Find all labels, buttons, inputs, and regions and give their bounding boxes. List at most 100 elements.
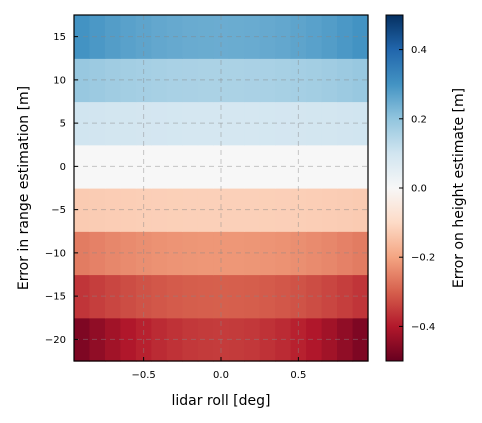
heatmap-cell: [337, 101, 354, 146]
heatmap-cell: [182, 317, 199, 362]
heatmap-cell: [135, 231, 152, 276]
heatmap-cell: [352, 101, 369, 146]
heatmap-cell: [120, 101, 137, 146]
y-tick-label: 10: [53, 75, 66, 86]
heatmap-cell: [321, 58, 338, 103]
colorbar-tick-label: −0.4: [411, 322, 435, 333]
x-tick-label: 0.5: [290, 370, 306, 381]
heatmap-cell: [120, 144, 137, 189]
colorbar-label: Error on height estimate [m]: [451, 88, 467, 288]
heatmap-cell: [89, 231, 106, 276]
heatmap-cell: [182, 231, 199, 276]
heatmap-cell: [244, 15, 261, 59]
heatmap-cell: [352, 15, 369, 59]
heatmap-cell: [275, 58, 292, 103]
heatmap-cell: [337, 58, 354, 103]
heatmap-cell: [151, 15, 168, 59]
x-axis-ticks: −0.5 0.0 0.5: [131, 357, 306, 381]
heatmap-cell: [104, 58, 122, 103]
heatmap-cell: [151, 58, 168, 103]
heatmap-cell: [321, 188, 338, 232]
heatmap-cell: [228, 58, 245, 103]
heatmap-cell: [259, 274, 276, 319]
heatmap-cell: [151, 317, 168, 362]
heatmap-cell: [135, 317, 152, 362]
heatmap-cell: [151, 231, 168, 276]
heatmap-cell: [104, 144, 122, 189]
y-tick-label: −20: [45, 335, 66, 346]
heatmap-cell: [135, 144, 152, 189]
colorbar-tick-label: 0.0: [411, 184, 427, 195]
heatmap-cell: [228, 144, 245, 189]
heatmap-cell: [135, 101, 152, 146]
heatmap-cell: [89, 188, 106, 232]
heatmap-cell: [275, 231, 292, 276]
heatmap-cell: [74, 58, 91, 103]
heatmap-cell: [74, 101, 91, 146]
heatmap-cell: [197, 188, 214, 232]
heatmap-cell: [352, 231, 369, 276]
heatmap-cell: [352, 58, 369, 103]
heatmap-cell: [104, 188, 122, 232]
y-tick-label: −15: [45, 292, 66, 303]
heatmap-cell: [104, 231, 122, 276]
heatmap-cell: [306, 101, 323, 146]
heatmap-cell: [306, 58, 323, 103]
heatmap-cell: [259, 144, 276, 189]
heatmap-cell: [337, 231, 354, 276]
heatmap-cell: [89, 101, 106, 146]
colorbar-tick-label: −0.2: [411, 253, 435, 264]
heatmap-cell: [213, 317, 230, 362]
heatmap-cell: [321, 15, 338, 59]
heatmap-cell: [275, 317, 292, 362]
heatmap-cell: [104, 274, 122, 319]
heatmap-cell: [275, 15, 292, 59]
heatmap-cell: [197, 231, 214, 276]
heatmap-cell: [290, 144, 307, 189]
heatmap-cell: [352, 274, 369, 319]
heatmap-cell: [213, 15, 230, 59]
y-axis-ticks: −20 −15 −10 −5 0 5 10 15: [45, 32, 78, 346]
heatmap-cell: [290, 58, 307, 103]
heatmap-cell: [135, 188, 152, 232]
heatmap-cell: [290, 15, 307, 59]
heatmap-cell: [337, 15, 354, 59]
heatmap-cell: [213, 231, 230, 276]
heatmap-cell: [89, 58, 106, 103]
heatmap-cell: [259, 188, 276, 232]
heatmap-cell: [197, 317, 214, 362]
heatmap-cell: [228, 274, 245, 319]
heatmap-cell: [244, 188, 261, 232]
heatmap-cell: [151, 274, 168, 319]
heatmap-cell: [306, 188, 323, 232]
heatmap-cell: [321, 231, 338, 276]
heatmap-cell: [135, 274, 152, 319]
y-tick-label: 5: [60, 119, 66, 130]
heatmap-cell: [228, 101, 245, 146]
heatmap-cell: [306, 144, 323, 189]
y-tick-label: −5: [51, 205, 66, 216]
heatmap-cell: [337, 317, 354, 362]
heatmap-cell: [74, 231, 91, 276]
heatmap-cell: [135, 15, 152, 59]
heatmap-cell: [135, 58, 152, 103]
heatmap-cell: [89, 317, 106, 362]
heatmap-cell: [306, 15, 323, 59]
heatmap-cell: [120, 231, 137, 276]
heatmap-cell: [321, 317, 338, 362]
heatmap-cell: [197, 101, 214, 146]
heatmap-cell: [89, 144, 106, 189]
heatmap-cell: [290, 274, 307, 319]
heatmap-cell: [197, 274, 214, 319]
heatmap-cell: [104, 15, 122, 59]
heatmap-cell: [244, 58, 261, 103]
heatmap-cell: [182, 101, 199, 146]
heatmap-cell: [244, 101, 261, 146]
heatmap-cell: [213, 188, 230, 232]
grid-lines: [74, 15, 368, 361]
heatmap-cell: [228, 15, 245, 59]
heatmap-cell: [228, 188, 245, 232]
y-tick-label: −10: [45, 248, 66, 259]
x-tick-label: 0.0: [213, 370, 229, 381]
